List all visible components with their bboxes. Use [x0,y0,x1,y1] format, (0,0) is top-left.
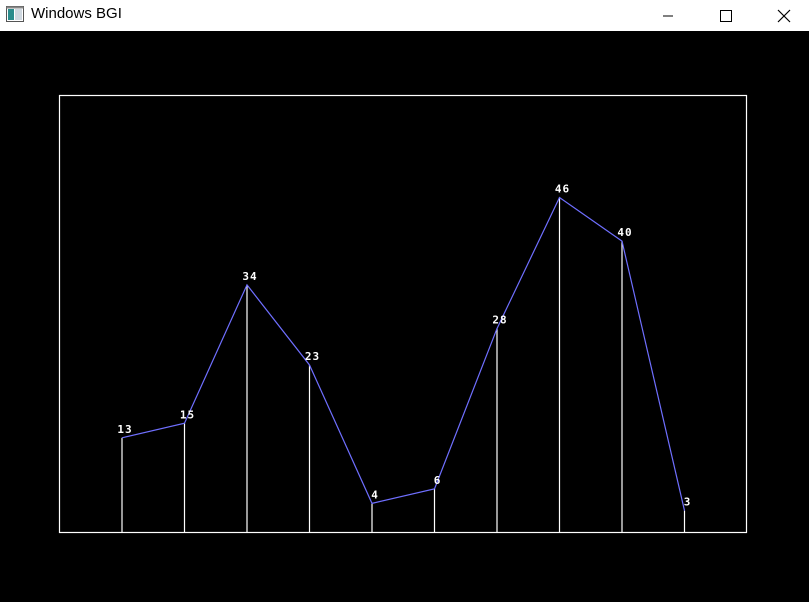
graphics-canvas: 13 15 34 23 4 6 28 46 40 3 [0,31,809,598]
data-label: 13 [117,423,132,436]
data-label: 46 [555,182,570,195]
close-button[interactable] [761,0,807,31]
plot-frame [58,94,748,534]
data-label: 4 [371,488,379,501]
data-label: 15 [180,408,195,421]
maximize-button[interactable] [703,0,749,31]
series-line [121,196,686,511]
minimize-button[interactable] [645,0,691,31]
data-label: 3 [684,496,692,509]
data-label: 40 [617,226,632,239]
data-label: 28 [492,314,507,327]
data-label: 23 [305,350,320,363]
close-icon [777,9,791,22]
app-icon [6,6,24,22]
data-label: 34 [242,270,257,283]
maximize-icon [720,9,732,22]
data-label: 6 [434,474,442,487]
title-bar: Windows BGI [0,0,809,31]
window-title: Windows BGI [31,5,122,22]
minimize-icon [663,15,673,16]
